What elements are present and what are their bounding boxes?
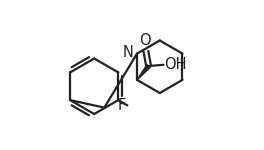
Text: F: F bbox=[117, 98, 126, 113]
Text: N: N bbox=[123, 45, 134, 60]
Polygon shape bbox=[137, 65, 150, 80]
Text: OH: OH bbox=[164, 57, 187, 72]
Text: O: O bbox=[139, 33, 150, 48]
